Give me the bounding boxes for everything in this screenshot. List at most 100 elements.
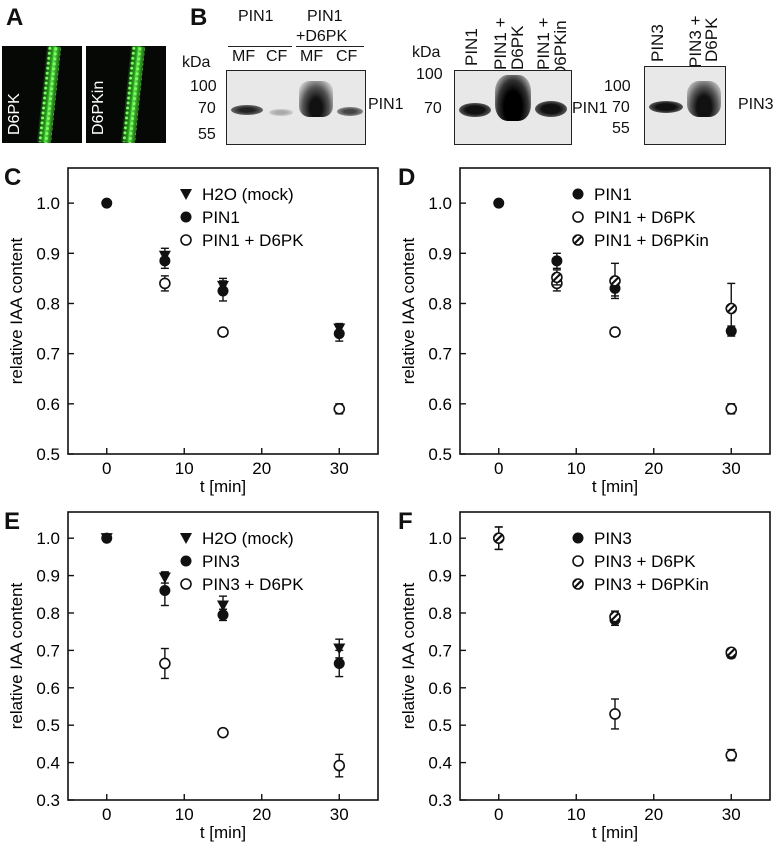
blot1-marker-100: 100: [190, 78, 217, 95]
chart-e-point-open: [333, 753, 346, 778]
chart-f-xtick-label: 10: [567, 805, 586, 824]
micrograph-d6pkin-label: D6PKin: [90, 80, 107, 135]
chart-d-point-open: [725, 403, 738, 415]
chart-e-xtick-label: 30: [330, 805, 349, 824]
chart-c-ylabel: relative IAA content: [7, 237, 26, 384]
chart-d-xtick-label: 10: [567, 459, 586, 478]
chart-f-xtick-label: 20: [644, 805, 663, 824]
chart-d-legend-marker: [572, 188, 584, 200]
chart-e-point-filled: [159, 574, 171, 607]
chart-d-point-filled: [493, 197, 505, 209]
chart-e-ylabel: relative IAA content: [7, 582, 26, 729]
chart-f-point-open: [725, 748, 738, 762]
chart-f-ytick-label: 0.9: [428, 567, 452, 586]
blot1-marker-55: 55: [198, 126, 216, 143]
chart-c-point-filled: [101, 197, 113, 209]
chart-e-point-filled: [101, 532, 113, 544]
chart-d-xtick-label: 30: [722, 459, 741, 478]
chart-f-legend-marker: [572, 555, 584, 567]
micrograph-d6pk: D6PK: [2, 46, 82, 143]
chart-c-legend-label: PIN1 + D6PK: [202, 231, 304, 250]
blot2-lane-2b: D6PK: [508, 25, 527, 70]
chart-c-point-filled: [333, 325, 345, 342]
chart-c-point-open: [159, 275, 171, 292]
chart-panel-d: 0.5 0.6 0.7 0.8 0.9 1.0 0 10 20 30 t [min] relative…: [399, 167, 771, 496]
chart-f-ytick-label: 1.0: [428, 529, 452, 548]
chart-f-point-half: [609, 610, 621, 624]
chart-e-xtick-label: 20: [252, 805, 271, 824]
chart-panel-e: 0.3 0.4 0.5 0.6 0.7 0.8 0.9 1.0 0 10 20 30 t [min] re…: [7, 511, 379, 842]
chart-e-point-open: [159, 647, 171, 680]
chart-e-ytick-label: 0.6: [36, 679, 60, 698]
chart-f-point-half: [492, 526, 505, 551]
chart-d-legend-marker: [572, 234, 584, 246]
chart-d-ytick-label: 0.6: [428, 395, 452, 414]
chart-f-ytick-label: 0.7: [428, 641, 452, 660]
blot3-marker-55: 55: [612, 120, 630, 137]
chart-e-point-filled: [333, 649, 345, 678]
chart-d-point-half: [609, 262, 621, 300]
blot1-header-pin1: PIN1: [238, 8, 274, 25]
chart-f-ytick-label: 0.8: [428, 604, 452, 623]
chart-e-xtick-label: 0: [102, 805, 111, 824]
chart-f-ylabel: relative IAA content: [399, 582, 418, 729]
chart-c-xtick-label: 10: [175, 459, 194, 478]
chart-d-ytick-label: 0.9: [428, 244, 452, 263]
blot2-kda-label: kDa: [412, 44, 441, 61]
micrograph-d6pk-label: D6PK: [6, 93, 23, 135]
chart-d-legend-label: PIN1 + D6PKin: [594, 231, 709, 250]
chart-e-ytick-label: 0.9: [36, 567, 60, 586]
chart-c-point-filled: [217, 280, 229, 302]
chart-d-xtick-label: 20: [644, 459, 663, 478]
chart-d-frame: [459, 167, 771, 455]
chart-c-xtick-label: 30: [330, 459, 349, 478]
chart-e-ytick-label: 1.0: [36, 529, 60, 548]
chart-e-legend-label: PIN3: [202, 552, 240, 571]
chart-f-legend-marker: [572, 578, 584, 590]
chart-f-legend-label: PIN3 + D6PKin: [594, 575, 709, 594]
blot3-marker-70: 70: [612, 99, 630, 116]
panel-label-c: C: [4, 164, 22, 191]
chart-d-point-half: [551, 269, 563, 286]
blot3-lane-1: PIN3: [648, 24, 667, 62]
blot3-lane-2b: D6PK: [702, 17, 721, 62]
blot1-kda-label: kDa: [182, 54, 211, 71]
chart-e-xtick-label: 10: [175, 805, 194, 824]
chart-c-ytick-label: 0.9: [36, 244, 60, 263]
chart-c-xtick-label: 20: [252, 459, 271, 478]
chart-d-xlabel: t [min]: [592, 477, 638, 496]
chart-f-xtick-label: 0: [494, 805, 503, 824]
panel-label-b: B: [190, 4, 208, 31]
blot1-divider-right: [296, 46, 364, 47]
chart-c-point-open: [333, 403, 346, 415]
micrograph-d6pkin: D6PKin: [86, 46, 166, 143]
blot1-lane-4: CF: [336, 48, 358, 65]
chart-panel-c: 0.5 0.6 0.7 0.8 0.9 1.0 0 10 20 30 t [min] relative…: [7, 167, 379, 496]
chart-e-xlabel: t [min]: [200, 823, 246, 842]
blot2-marker-100: 100: [416, 66, 443, 83]
chart-d-legend-label: PIN1 + D6PK: [594, 208, 696, 227]
chart-e-legend-marker: [180, 578, 192, 590]
blot3-protein-label: PIN3: [738, 96, 774, 113]
chart-e-point-filled: [217, 608, 229, 622]
chart-d-point-half: [725, 282, 738, 335]
chart-c-legend-marker: [180, 234, 192, 246]
chart-f-point-half: [725, 646, 738, 659]
chart-c-legend-marker: [180, 189, 192, 200]
panel-label-f: F: [398, 508, 413, 535]
chart-c-ytick-label: 0.6: [36, 395, 60, 414]
chart-f-legend-label: PIN3 + D6PK: [594, 552, 696, 571]
chart-e-ytick-label: 0.8: [36, 604, 60, 623]
chart-f-legend-label: PIN3: [594, 529, 632, 548]
chart-e-frame: [67, 511, 379, 801]
blot1-lane-3: MF: [300, 48, 324, 65]
chart-f-legend-marker: [572, 532, 584, 544]
chart-panel-f: 0.3 0.4 0.5 0.6 0.7 0.8 0.9 1.0 0 10 20 30 t [min] re…: [399, 511, 771, 842]
blot1-header-pin1-d6pk-b: +D6PK: [296, 28, 348, 45]
chart-f-point-open: [609, 698, 621, 730]
chart-d-ytick-label: 1.0: [428, 194, 452, 213]
blot1-lane-2: CF: [266, 48, 288, 65]
chart-c-xtick-label: 0: [102, 459, 111, 478]
chart-d-ytick-label: 0.5: [428, 445, 452, 464]
chart-e-legend-label: PIN3 + D6PK: [202, 575, 304, 594]
